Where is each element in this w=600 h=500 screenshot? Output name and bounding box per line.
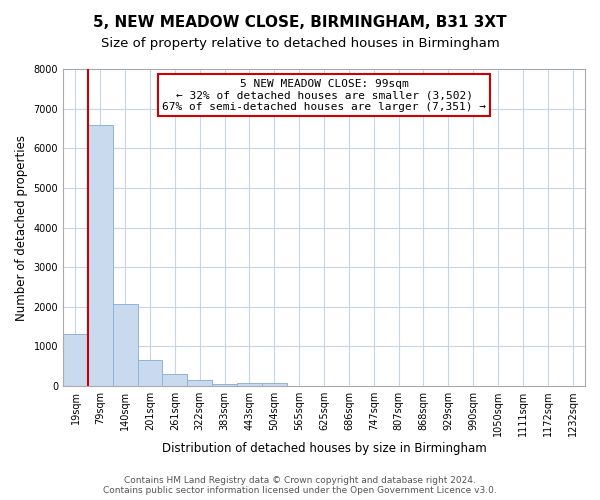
Bar [187,380,212,386]
Bar [262,382,287,386]
Bar [137,360,163,386]
Bar [113,304,137,386]
Y-axis label: Number of detached properties: Number of detached properties [15,134,28,320]
Text: Size of property relative to detached houses in Birmingham: Size of property relative to detached ho… [101,38,499,51]
Text: Contains HM Land Registry data © Crown copyright and database right 2024.
Contai: Contains HM Land Registry data © Crown c… [103,476,497,495]
Bar [163,374,187,386]
Text: 5 NEW MEADOW CLOSE: 99sqm
← 32% of detached houses are smaller (3,502)
67% of se: 5 NEW MEADOW CLOSE: 99sqm ← 32% of detac… [162,78,486,112]
Bar [63,334,88,386]
Bar [88,126,113,386]
Bar [237,384,262,386]
Text: 5, NEW MEADOW CLOSE, BIRMINGHAM, B31 3XT: 5, NEW MEADOW CLOSE, BIRMINGHAM, B31 3XT [93,15,507,30]
X-axis label: Distribution of detached houses by size in Birmingham: Distribution of detached houses by size … [161,442,487,455]
Bar [212,384,237,386]
